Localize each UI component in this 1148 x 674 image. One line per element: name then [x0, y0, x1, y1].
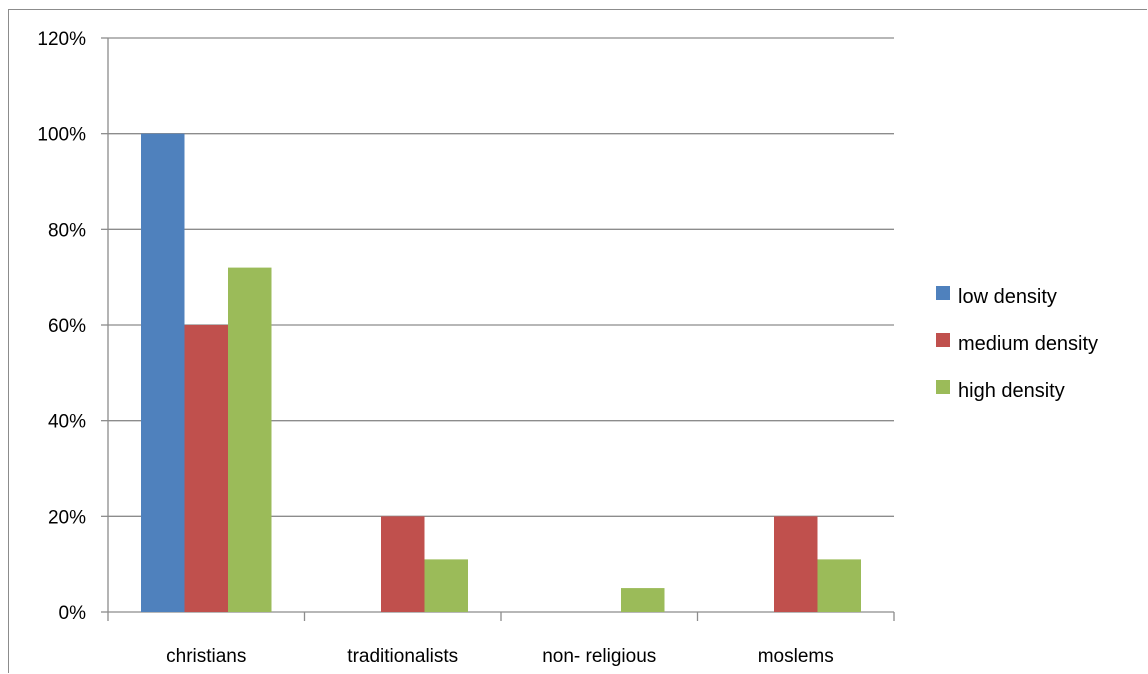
legend: low density medium density high density — [936, 286, 1098, 402]
bars — [141, 133, 861, 612]
y-tick-label: 20% — [48, 507, 86, 528]
grid-lines — [108, 37, 894, 517]
y-tick-labels: 0% 20% 40% 60% 80% 100% 120% — [37, 29, 86, 624]
x-tick-labels: christians traditionalists non- religious m… — [166, 646, 834, 667]
bar — [141, 133, 185, 612]
x-tick-label: non- religious — [542, 646, 656, 667]
chart-frame — [8, 9, 1147, 673]
bar — [228, 267, 272, 612]
y-tick-label: 60% — [48, 316, 86, 337]
y-tick-label: 0% — [59, 603, 87, 624]
legend-swatch — [936, 286, 950, 300]
x-tick-label: christians — [166, 646, 246, 667]
x-tick-label: moslems — [758, 646, 834, 667]
y-tick-label: 100% — [37, 125, 86, 146]
legend-label: medium density — [958, 333, 1098, 355]
y-tick-label: 120% — [37, 29, 86, 50]
legend-swatch — [936, 380, 950, 394]
legend-label: low density — [958, 286, 1057, 308]
bar — [381, 516, 425, 612]
bar — [424, 559, 468, 612]
y-tick-label: 80% — [48, 220, 86, 241]
bar — [774, 516, 818, 612]
y-tick-label: 40% — [48, 412, 86, 433]
bar — [817, 559, 861, 612]
bar — [184, 325, 228, 612]
bar — [621, 588, 665, 612]
legend-swatch — [936, 333, 950, 347]
x-tick-label: traditionalists — [347, 646, 458, 667]
legend-label: high density — [958, 380, 1065, 402]
